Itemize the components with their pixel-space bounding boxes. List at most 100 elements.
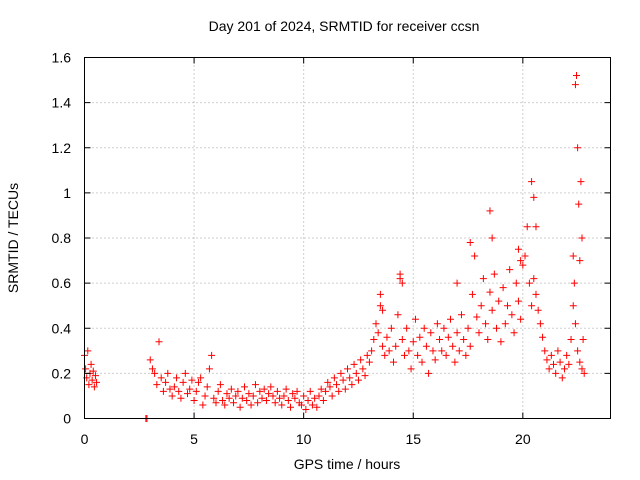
data-point <box>300 392 308 400</box>
data-point <box>210 394 218 402</box>
data-point <box>427 329 435 337</box>
data-point <box>488 234 496 242</box>
data-point <box>571 320 579 328</box>
data-point <box>350 360 358 368</box>
data-point <box>414 351 422 359</box>
data-point <box>552 369 560 377</box>
data-point <box>282 385 290 393</box>
data-point <box>490 270 498 278</box>
data-point <box>565 360 573 368</box>
data-point <box>184 390 192 398</box>
data-point <box>436 336 444 344</box>
data-point <box>197 374 205 382</box>
data-point <box>403 324 411 332</box>
x-tick-label: 10 <box>296 431 312 447</box>
data-point <box>203 383 211 391</box>
y-tick-label: 1.4 <box>52 95 72 111</box>
data-point <box>379 342 387 350</box>
data-point <box>532 290 540 298</box>
data-point <box>379 306 387 314</box>
data-point <box>376 302 384 310</box>
data-point <box>216 381 224 389</box>
x-tick-label: 20 <box>515 431 531 447</box>
data-point <box>484 336 492 344</box>
data-point <box>219 396 227 404</box>
data-point <box>208 351 216 359</box>
data-point <box>89 367 97 375</box>
data-point <box>214 387 222 395</box>
data-point <box>501 320 509 328</box>
data-point <box>405 347 413 355</box>
data-point <box>517 315 525 323</box>
data-point <box>429 347 437 355</box>
data-point <box>245 390 253 398</box>
data-point <box>466 239 474 247</box>
data-point <box>571 81 579 89</box>
data-point <box>365 358 373 366</box>
data-point <box>87 360 95 368</box>
data-point <box>530 193 538 201</box>
data-point <box>262 396 270 404</box>
data-point <box>251 381 259 389</box>
data-point <box>503 302 511 310</box>
data-point <box>471 252 479 260</box>
data-point <box>199 401 207 409</box>
data-point <box>223 390 231 398</box>
data-point <box>249 392 257 400</box>
data-point <box>455 347 463 355</box>
data-point <box>396 270 404 278</box>
data-point <box>479 275 487 283</box>
grid-lines <box>84 57 611 419</box>
data-point <box>560 365 568 373</box>
data-point <box>574 347 582 355</box>
data-point <box>574 144 582 152</box>
data-point <box>260 385 268 393</box>
data-point <box>493 324 501 332</box>
data-point <box>425 369 433 377</box>
data-point <box>482 320 490 328</box>
x-tick-label: 0 <box>81 431 89 447</box>
y-axis-tick-labels: 0 0.2 0.4 0.6 0.8 1 1.2 1.4 1.6 <box>52 50 72 427</box>
data-point <box>363 351 371 359</box>
plot-frame <box>84 57 611 419</box>
data-point <box>486 288 494 296</box>
data-point <box>466 342 474 350</box>
data-point <box>212 399 220 407</box>
data-point <box>192 387 200 395</box>
data-point <box>91 372 99 380</box>
data-point <box>324 378 332 386</box>
data-point <box>541 347 549 355</box>
data-point <box>278 401 286 409</box>
data-point <box>284 396 292 404</box>
data-point <box>308 401 316 409</box>
data-point <box>230 399 238 407</box>
data-point <box>521 252 529 260</box>
data-point <box>460 336 468 344</box>
data-point <box>486 207 494 215</box>
data-point <box>431 356 439 364</box>
axis-ticks <box>84 57 611 419</box>
data-point <box>550 360 558 368</box>
data-point <box>411 315 419 323</box>
data-point <box>438 347 446 355</box>
data-point <box>170 383 178 391</box>
data-point <box>85 381 93 389</box>
data-point <box>330 374 338 382</box>
y-axis-label: SRMTID / TECUs <box>5 183 21 293</box>
data-point <box>269 392 277 400</box>
data-point <box>348 381 356 389</box>
data-point <box>390 358 398 366</box>
data-point <box>573 72 581 80</box>
data-point <box>276 394 284 402</box>
data-point <box>159 387 167 395</box>
data-point <box>326 383 334 391</box>
chart-title: Day 201 of 2024, SRMTID for receiver ccs… <box>209 18 480 34</box>
data-point <box>344 365 351 373</box>
data-point <box>256 387 264 395</box>
data-point <box>418 358 426 366</box>
data-point <box>447 315 455 323</box>
data-point <box>508 311 516 319</box>
data-point <box>528 178 536 186</box>
y-tick-label: 0.6 <box>52 275 72 291</box>
data-point <box>352 369 360 377</box>
